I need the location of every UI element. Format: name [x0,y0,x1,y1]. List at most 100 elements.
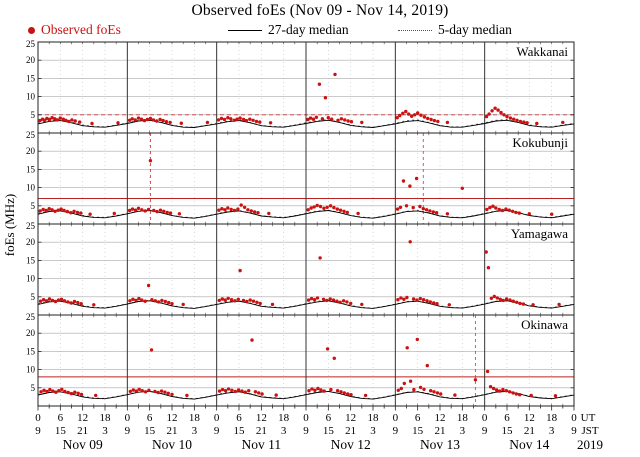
observed-point [238,268,242,273]
observed-point [222,117,227,122]
observed-point [326,116,330,120]
observed-point [485,369,490,374]
observed-point [70,118,74,122]
observed-point [167,300,171,305]
observed-point [128,389,132,394]
observed-point [67,119,71,124]
observed-point [53,299,58,304]
jst-tick-label: 9 [482,425,488,437]
observed-point [309,296,314,301]
observed-point [236,207,240,211]
observed-point [418,296,422,301]
observed-point [411,297,416,301]
observed-point [322,206,326,210]
median27-line-sample [228,29,262,31]
jst-tick-label: 21 [345,425,356,437]
observed-point [508,116,513,120]
chart-title: Observed foEs (Nov 09 - Nov 14, 2019) [191,2,449,19]
observed-point [57,389,61,393]
ut-tick-label: 12 [345,412,356,424]
observed-point [425,363,429,368]
observed-point [260,392,264,396]
observed-point [306,117,310,122]
observed-point [447,303,451,307]
observed-point [252,210,257,214]
observed-point [501,298,505,303]
observed-point [492,294,496,299]
observed-point [69,391,74,396]
observed-point [315,203,319,208]
observed-point [312,298,317,302]
observed-point [229,207,233,212]
observed-point [236,297,240,301]
observed-point [229,298,234,302]
ut-tick-label: 18 [546,412,558,424]
observed-point [232,118,236,123]
observed-point [349,393,353,397]
jst-tick-label: 15 [55,425,67,437]
observed-point [166,391,170,395]
observed-point [505,114,509,119]
observed-point [158,117,162,122]
day-label: Nov 09 [63,437,103,452]
day-label: Nov 14 [509,437,549,452]
observed-point [147,388,151,392]
observed-point [341,299,346,303]
observed-point [216,118,221,122]
ut-tick-label: 6 [236,412,242,424]
observed-point [170,392,174,397]
observed-point [145,117,150,122]
jst-tick-label: 15 [144,425,156,437]
observed-point [322,389,326,393]
jst-tick-label: 9 [125,425,131,437]
legend-median5-label: 5-day median [438,22,512,37]
observed-point [402,297,406,301]
jst-tick-label: 3 [102,425,108,437]
observed-point [321,297,326,301]
observed-point [143,209,147,213]
observed-point [504,297,509,301]
observed-point [163,390,167,394]
observed-point [434,211,439,215]
observed-point [65,209,70,214]
median27-line [37,119,575,128]
observed-point [306,208,310,212]
observed-point [92,303,96,307]
observed-point [48,387,52,392]
observed-point [328,204,333,208]
observed-point [401,111,405,116]
observed-point [60,387,64,391]
observed-point [419,113,423,117]
observed-point [38,299,43,303]
observed-point [179,121,183,125]
observed-point [401,179,406,183]
observed-point [396,388,400,392]
observed-point [432,118,437,123]
observed-point [317,82,322,86]
y-tick-label: 15 [26,346,36,356]
median5-line [37,119,575,128]
observed-point [310,387,314,391]
observed-point [429,389,433,393]
observed-point [413,113,417,117]
observed-point [168,211,173,215]
observed-point [426,116,430,121]
observed-point [345,210,349,215]
median27-line [37,210,575,219]
observed-point [220,207,224,211]
observed-point [268,121,273,125]
observed-point [488,205,492,210]
observed-point [161,118,165,123]
observed-point [490,109,494,113]
observed-point [522,120,526,124]
observed-point [498,297,502,301]
observed-point [134,298,138,303]
observed-point [325,205,329,209]
jst-tick-label: 3 [549,425,555,437]
observed-point [311,117,316,121]
observed-point [243,390,247,394]
observed-point [342,209,346,213]
y-tick-label: 20 [26,237,36,247]
observed-point [249,209,253,213]
observed-point [398,113,402,118]
